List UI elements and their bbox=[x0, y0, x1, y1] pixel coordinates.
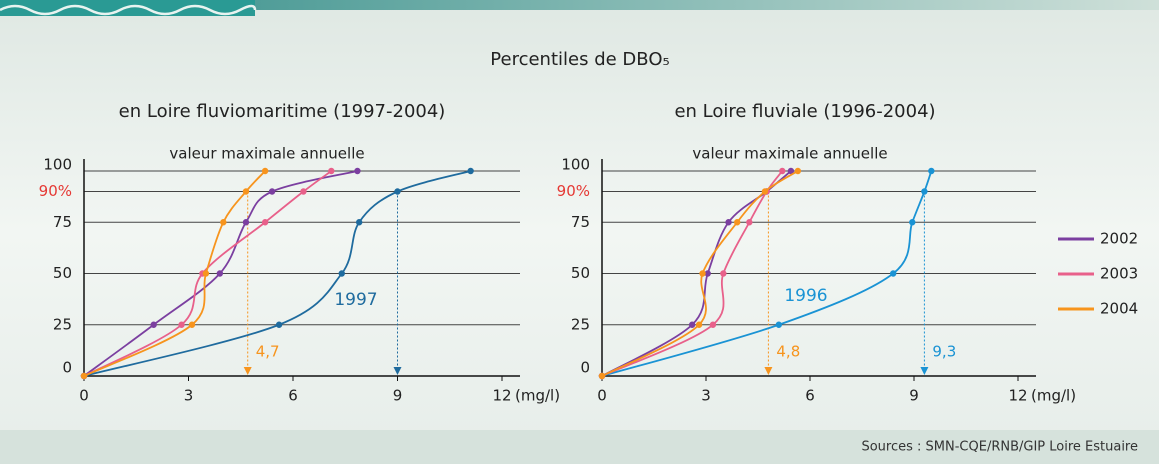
x-tick-label: 9 bbox=[393, 387, 403, 405]
point bbox=[354, 168, 360, 174]
x-tick-label: 6 bbox=[288, 387, 298, 405]
y-tick-label: 0 bbox=[580, 359, 590, 377]
point bbox=[262, 168, 268, 174]
point bbox=[696, 322, 702, 328]
x-axis-label: (mg/l) bbox=[1031, 387, 1076, 405]
point bbox=[720, 270, 726, 276]
point bbox=[909, 219, 915, 225]
point bbox=[699, 270, 705, 276]
point bbox=[81, 373, 87, 379]
x-axis-label: (mg/l) bbox=[515, 387, 560, 405]
y-tick-label: 75 bbox=[571, 213, 590, 231]
annotation: valeur maximale annuelle bbox=[169, 145, 364, 163]
point bbox=[203, 270, 209, 276]
point bbox=[339, 270, 345, 276]
point bbox=[262, 219, 268, 225]
y-tick-label: 100 bbox=[43, 156, 72, 174]
point bbox=[795, 168, 801, 174]
point bbox=[890, 270, 896, 276]
y-tick-label: 90% bbox=[557, 182, 590, 200]
point bbox=[243, 219, 249, 225]
point bbox=[467, 168, 473, 174]
y-tick-label: 75 bbox=[53, 213, 72, 231]
subplot-title: en Loire fluviomaritime (1997-2004) bbox=[119, 101, 446, 122]
wave-banner bbox=[0, 0, 255, 16]
point bbox=[243, 188, 249, 194]
point bbox=[178, 322, 184, 328]
legend-label: 2003 bbox=[1100, 265, 1138, 283]
x-tick-label: 3 bbox=[184, 387, 194, 405]
point bbox=[725, 219, 731, 225]
series-label: 1997 bbox=[334, 290, 377, 310]
y-tick-label: 90% bbox=[39, 182, 72, 200]
marker-label: 4,7 bbox=[256, 343, 280, 361]
point bbox=[689, 322, 695, 328]
series-label: 1996 bbox=[784, 286, 827, 306]
sources: Sources : SMN-CQE/RNB/GIP Loire Estuaire bbox=[861, 440, 1138, 455]
point bbox=[220, 219, 226, 225]
x-tick-label: 12 bbox=[492, 387, 511, 405]
point bbox=[928, 168, 934, 174]
point bbox=[710, 322, 716, 328]
x-tick-label: 12 bbox=[1008, 387, 1027, 405]
point bbox=[217, 270, 223, 276]
subplot-title: en Loire fluviale (1996-2004) bbox=[674, 101, 935, 122]
marker-label: 9,3 bbox=[932, 343, 956, 361]
y-tick-label: 100 bbox=[561, 156, 590, 174]
chart-title: Percentiles de DBO₅ bbox=[490, 49, 669, 70]
point bbox=[599, 373, 605, 379]
point bbox=[734, 219, 740, 225]
point bbox=[300, 188, 306, 194]
y-tick-label: 25 bbox=[571, 315, 590, 333]
marker-label: 4,8 bbox=[776, 343, 800, 361]
point bbox=[394, 188, 400, 194]
point bbox=[150, 322, 156, 328]
legend-label: 2004 bbox=[1100, 300, 1138, 318]
legend-label: 2002 bbox=[1100, 230, 1138, 248]
x-tick-label: 0 bbox=[79, 387, 89, 405]
x-tick-label: 3 bbox=[701, 387, 711, 405]
point bbox=[762, 188, 768, 194]
annotation: valeur maximale annuelle bbox=[692, 145, 887, 163]
y-tick-label: 50 bbox=[53, 264, 72, 282]
point bbox=[921, 188, 927, 194]
point bbox=[189, 322, 195, 328]
y-tick-label: 25 bbox=[53, 315, 72, 333]
point bbox=[276, 322, 282, 328]
point bbox=[776, 322, 782, 328]
x-tick-label: 6 bbox=[805, 387, 815, 405]
point bbox=[269, 188, 275, 194]
point bbox=[746, 219, 752, 225]
y-tick-label: 0 bbox=[62, 359, 72, 377]
x-tick-label: 9 bbox=[909, 387, 919, 405]
y-tick-label: 50 bbox=[571, 264, 590, 282]
chart-page: Percentiles de DBO₅ Sources : SMN-CQE/RN… bbox=[0, 0, 1159, 464]
point bbox=[328, 168, 334, 174]
point bbox=[356, 219, 362, 225]
point bbox=[779, 168, 785, 174]
x-tick-label: 0 bbox=[597, 387, 607, 405]
